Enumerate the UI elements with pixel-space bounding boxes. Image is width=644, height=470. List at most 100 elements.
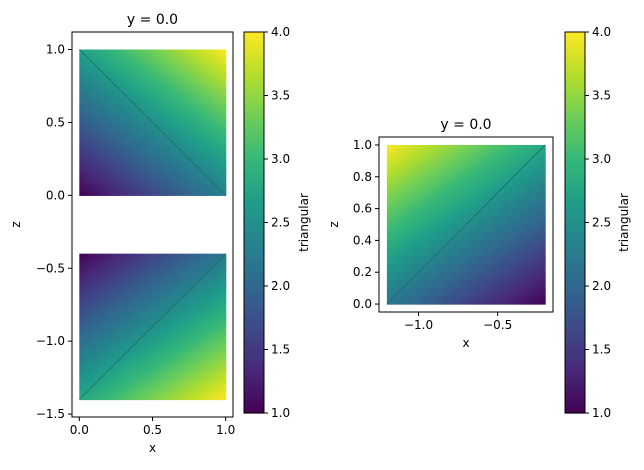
mesh-cell [390, 160, 396, 166]
mesh-cell [82, 271, 88, 277]
mesh-cell [418, 288, 424, 293]
mesh-cell [134, 297, 139, 302]
mesh-cell [93, 89, 99, 94]
mesh-cell [93, 282, 99, 288]
mesh-cell [181, 297, 187, 302]
mesh-cell [521, 256, 526, 261]
mesh-cell [207, 173, 212, 178]
mesh-cell [90, 308, 95, 313]
mesh-cell [126, 191, 132, 196]
mesh-cell [170, 89, 176, 94]
mesh-cell [477, 236, 483, 242]
mesh-cell [218, 67, 223, 72]
mesh-cell [446, 236, 451, 242]
mesh-cell [130, 85, 135, 91]
mesh-cell [497, 160, 503, 166]
mesh-cell [134, 96, 139, 102]
mesh-cell [207, 60, 212, 65]
mesh-cell [192, 188, 198, 193]
mesh-cell [90, 290, 95, 295]
mesh-cell [466, 244, 471, 249]
mesh-cell [104, 370, 110, 375]
mesh-cell [152, 104, 157, 109]
mesh-cell [93, 49, 99, 54]
mesh-cell [130, 191, 135, 196]
mesh-cell [203, 129, 208, 134]
mesh-cell [434, 252, 439, 257]
mesh-cell [525, 200, 530, 206]
mesh-cell [434, 192, 439, 198]
mesh-cell [167, 304, 172, 309]
mesh-cell [200, 341, 205, 346]
mesh-cell [115, 286, 121, 291]
mesh-cell [82, 286, 88, 291]
mesh-cell [505, 196, 511, 202]
mesh-cell [473, 288, 479, 293]
mesh-cell [207, 78, 212, 83]
mesh-cell [148, 96, 154, 102]
mesh-cell [462, 224, 467, 230]
mesh-cell [90, 56, 95, 62]
mesh-cell [481, 260, 487, 265]
mesh-cell [123, 100, 128, 105]
mesh-cell [145, 82, 150, 87]
mesh-cell [189, 337, 194, 342]
mesh-cell [489, 236, 495, 242]
mesh-cell [79, 304, 84, 309]
mesh-cell [426, 196, 432, 202]
mesh-cell [97, 392, 102, 397]
mesh-cell [422, 212, 428, 218]
mesh-cell [192, 137, 198, 142]
mesh-cell [93, 381, 99, 386]
mesh-cell [141, 395, 146, 401]
mesh-cell [126, 333, 132, 339]
colorbar-segment [565, 378, 585, 384]
mesh-cell [119, 370, 124, 375]
mesh-cell [203, 100, 208, 105]
mesh-cell [148, 297, 154, 302]
mesh-cell [505, 168, 511, 174]
mesh-cell [218, 279, 223, 284]
mesh-cell [214, 363, 219, 368]
mesh-cell [485, 200, 491, 206]
mesh-cell [93, 191, 99, 196]
mesh-cell [430, 180, 435, 186]
mesh-cell [493, 232, 499, 238]
mesh-cell [477, 156, 483, 162]
mesh-cell [450, 292, 455, 297]
mesh-cell [505, 264, 511, 269]
mesh-cell [79, 115, 84, 120]
mesh-cell [501, 148, 507, 154]
mesh-cell [82, 126, 88, 131]
mesh-cell [211, 395, 216, 401]
mesh-cell [450, 164, 455, 170]
mesh-cell [386, 180, 392, 186]
mesh-cell [159, 253, 165, 258]
mesh-cell [159, 304, 165, 309]
mesh-cell [501, 292, 507, 297]
mesh-cell [200, 260, 205, 266]
mesh-cell [93, 304, 99, 309]
mesh-cell [211, 104, 216, 109]
mesh-cell [145, 89, 150, 94]
mesh-cell [466, 212, 471, 218]
mesh-cell [450, 196, 455, 202]
mesh-cell [517, 160, 522, 166]
mesh-cell [119, 100, 124, 105]
mesh-cell [86, 330, 91, 335]
mesh-cell [454, 280, 459, 285]
mesh-cell [97, 381, 102, 386]
mesh-cell [517, 248, 522, 253]
mesh-cell [90, 129, 95, 134]
mesh-cell [485, 224, 491, 230]
mesh-cell [200, 392, 205, 397]
mesh-cell [537, 168, 542, 174]
mesh-cell [90, 151, 95, 156]
mesh-cell [156, 71, 161, 76]
mesh-cell [473, 148, 479, 154]
mesh-cell [93, 126, 99, 131]
mesh-cell [174, 341, 179, 346]
mesh-cell [156, 122, 161, 127]
mesh-cell [119, 264, 124, 269]
mesh-cell [167, 341, 172, 346]
